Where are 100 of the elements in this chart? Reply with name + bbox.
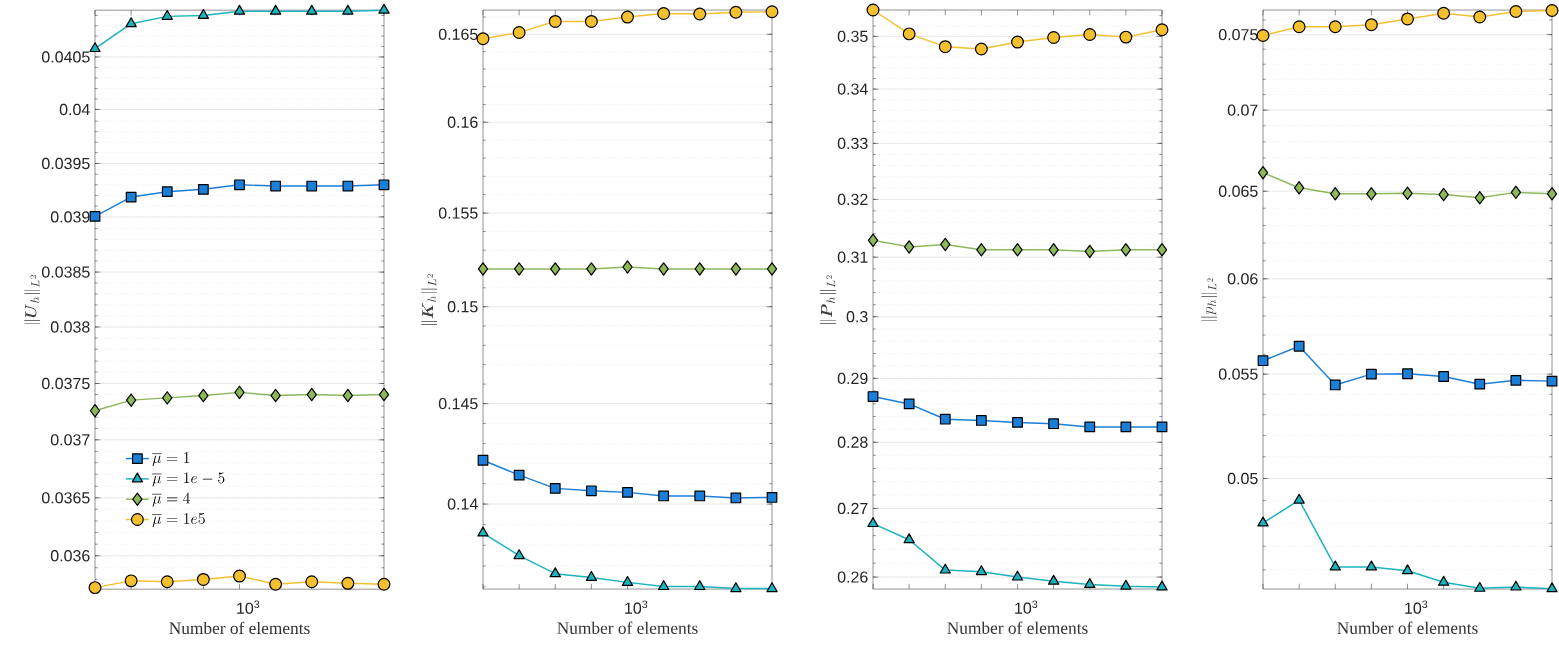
point	[378, 3, 390, 14]
point	[1473, 10, 1487, 24]
point	[1546, 187, 1558, 201]
point	[867, 391, 879, 402]
point	[342, 4, 354, 15]
point	[974, 42, 988, 56]
point	[306, 387, 317, 402]
y-axis-title: $\|p_h\|_{L^2}$	[1201, 278, 1218, 321]
point	[1048, 418, 1060, 430]
point	[584, 14, 598, 28]
point	[730, 262, 742, 276]
point	[269, 4, 282, 15]
point	[1438, 371, 1450, 382]
point	[903, 240, 915, 254]
text: 10$^{3}$	[625, 600, 648, 614]
point	[903, 533, 915, 544]
point	[1474, 581, 1486, 592]
point	[622, 486, 633, 498]
point	[305, 575, 319, 589]
point	[233, 569, 246, 583]
y-tick-label: 0.28	[837, 436, 868, 448]
point	[1084, 578, 1096, 589]
point	[939, 563, 951, 574]
y-tick-label: 0.038	[50, 321, 90, 333]
point	[512, 26, 526, 39]
point	[1257, 165, 1269, 180]
legend-label: $\overline{\mu}=1e-5$	[152, 472, 225, 487]
point	[549, 482, 561, 494]
point	[1328, 20, 1342, 34]
y-axis-title: $\|\boldsymbol{U}_h\|_{L^2}$	[24, 275, 41, 325]
text: 10$^{3}$	[1015, 600, 1038, 614]
x-axis-title: Number of elements	[169, 621, 310, 635]
point	[867, 233, 879, 248]
point	[1119, 30, 1133, 44]
y-tick-label: 0.16	[447, 116, 478, 128]
point	[940, 237, 951, 252]
y-tick-label: 0.0375	[41, 377, 90, 390]
legend-label: $\overline{\mu}=1$	[152, 452, 190, 467]
y-tick-label: 0.31	[837, 251, 868, 263]
y-tick-label: 0.27	[837, 502, 868, 515]
point	[729, 5, 743, 19]
point	[162, 391, 173, 405]
y-tick-label: 0.05	[1227, 472, 1258, 485]
point	[730, 582, 742, 593]
point	[1364, 18, 1378, 32]
point	[1156, 421, 1168, 433]
point	[1048, 243, 1059, 257]
y-axis-title: $\|\boldsymbol{K}_h\|_{L^2}$	[421, 273, 438, 325]
y-tick-label: 0.037	[50, 434, 90, 446]
point	[693, 7, 707, 21]
point	[694, 490, 706, 502]
point	[125, 191, 137, 203]
point	[341, 576, 355, 590]
text: 10$^{3}$	[1405, 600, 1428, 614]
point	[939, 413, 951, 425]
point	[1437, 6, 1451, 20]
point	[270, 388, 281, 403]
point	[548, 14, 562, 28]
point	[234, 385, 245, 400]
point	[1365, 560, 1378, 571]
point	[586, 262, 597, 276]
point	[585, 485, 597, 497]
point	[1257, 355, 1269, 367]
point	[1474, 191, 1485, 205]
y-tick-label: 0.0395	[41, 157, 90, 170]
point	[549, 567, 561, 578]
point	[1510, 185, 1522, 200]
point	[234, 179, 245, 191]
point	[938, 40, 952, 54]
point	[1293, 181, 1305, 195]
y-tick-label: 0.0405	[41, 51, 90, 63]
point	[197, 183, 209, 195]
point	[1366, 187, 1377, 201]
point	[513, 262, 525, 276]
point	[1156, 243, 1168, 257]
point	[658, 262, 669, 276]
x-axis-title: Number of elements	[947, 621, 1088, 634]
point	[125, 393, 137, 407]
point	[477, 526, 489, 537]
y-tick-label: 0.04	[59, 103, 90, 116]
y-tick-label: 0.036	[50, 550, 90, 562]
point	[1155, 23, 1169, 37]
legend-label: $\overline{\mu}=1e5$	[152, 513, 205, 528]
y-tick-label: 0.145	[438, 397, 478, 410]
point	[161, 186, 173, 198]
point	[378, 387, 390, 402]
point	[477, 454, 489, 466]
y-tick-label: 0.0365	[41, 492, 90, 504]
y-tick-label: 0.0385	[41, 266, 90, 278]
point	[621, 575, 634, 586]
point	[378, 179, 390, 191]
y-tick-label: 0.35	[837, 30, 868, 43]
point	[89, 210, 101, 222]
point	[1084, 244, 1095, 259]
point	[766, 492, 778, 503]
point	[765, 5, 779, 19]
point	[1546, 582, 1558, 593]
point	[1401, 12, 1414, 26]
y-tick-label: 0.3	[846, 311, 868, 323]
point	[1011, 570, 1024, 581]
